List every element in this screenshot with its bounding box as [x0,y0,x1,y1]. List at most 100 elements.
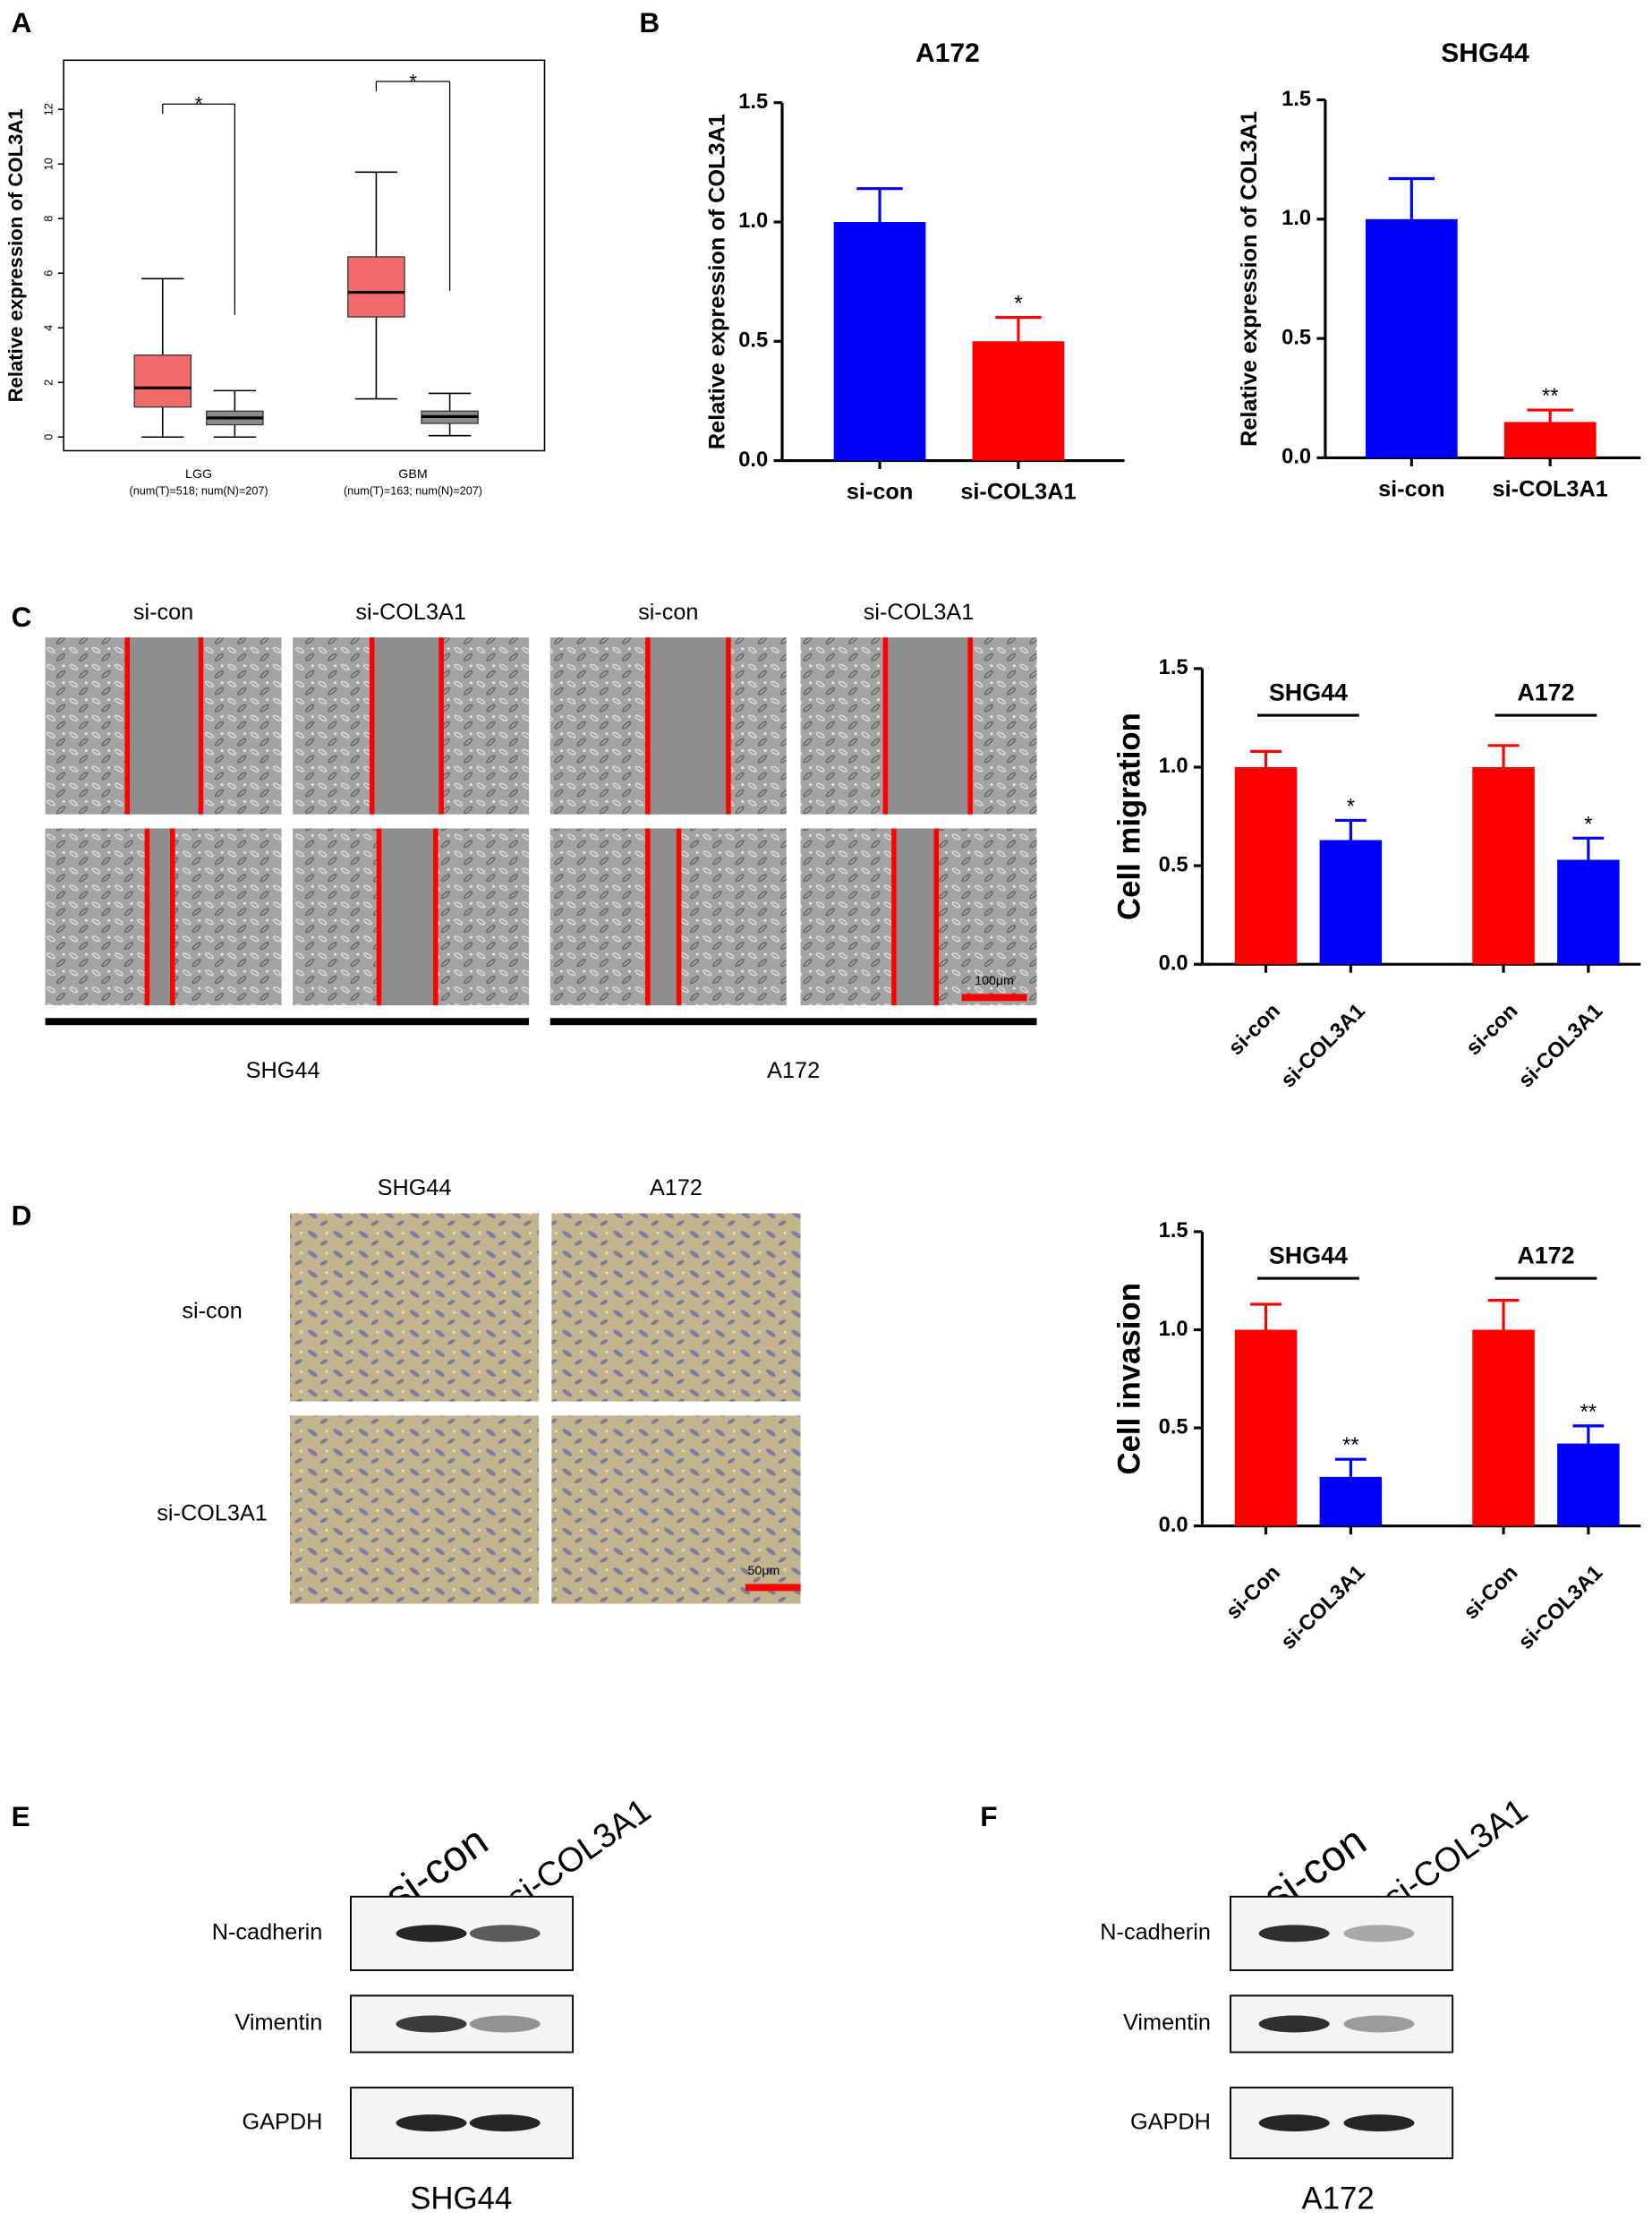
y-tick-label: 1.0 [1159,1318,1188,1341]
bar [1319,840,1383,965]
bar [1557,1443,1620,1526]
panel-label: D [12,1199,32,1231]
y-tick-label: 1.0 [1159,755,1188,778]
y-tick-label: 1.5 [1282,88,1311,111]
x-tick-label: LGG [185,467,212,482]
x-tick-label: si-COL3A1 [1277,999,1370,1092]
row-label: si-con [182,1299,242,1324]
box [133,354,192,408]
bar [833,221,926,461]
chart-title: A172 [915,38,980,68]
wound-gap [371,637,442,815]
column-label: A172 [650,1175,703,1200]
wound-gap [147,828,173,1006]
y-axis-label: Cell migration [1113,713,1147,920]
x-tick-label: si-con [1224,999,1285,1060]
significance: ** [1580,1401,1597,1424]
y-tick-label: 2 [43,380,55,386]
transwell-image [551,1415,801,1604]
band [1343,2114,1415,2132]
wound-gap [885,637,971,815]
x-tick-label: si-COL3A1 [1277,1561,1370,1654]
significance: * [1584,813,1592,836]
bar [1234,1329,1298,1526]
panel-label: A [12,6,32,38]
column-label: si-con [638,600,698,625]
band [1343,2015,1415,2033]
column-label: si-COL3A1 [864,600,975,625]
transwell-image [551,1213,801,1402]
y-tick-label: 0.0 [1159,1514,1188,1537]
bar [1472,1329,1535,1526]
significance: ** [1542,385,1558,408]
protein-label: N-cadherin [1100,1920,1211,1945]
y-tick-label: 10 [43,158,55,170]
transwell-image [289,1213,540,1402]
y-tick-label: 6 [43,270,55,277]
y-tick-label: 1.5 [1159,1219,1188,1242]
significance: * [1014,293,1022,316]
chart-title: SHG44 [1441,38,1529,68]
protein-label: Vimentin [1123,2011,1211,2036]
group-label: SHG44 [1269,679,1348,705]
y-tick-label: 4 [43,325,55,331]
cell-line-label: SHG44 [246,1058,320,1083]
column-label: SHG44 [378,1175,452,1200]
box [347,256,405,318]
x-tick-sublabel: (num(T)=163; num(N)=207) [344,485,482,498]
x-tick-label: si-con [1378,476,1444,501]
wound-gap [647,637,728,815]
x-tick-label: si-Con [1222,1561,1285,1625]
bar [1234,766,1298,965]
cell-line-label: SHG44 [410,2182,512,2216]
significance: ** [1342,1434,1358,1457]
group-bar [549,1018,1037,1026]
column-label: si-COL3A1 [355,600,466,625]
panel-label: E [12,1800,30,1832]
plot-frame [63,59,546,452]
y-tick-label: 0.0 [738,448,768,472]
y-axis-label: Cell invasion [1113,1283,1147,1474]
group-label: SHG44 [1269,1242,1348,1268]
band [1258,2114,1330,2132]
band [396,2114,467,2132]
band [1258,1925,1330,1942]
significance: * [195,93,203,115]
band [469,2114,541,2132]
y-tick-label: 12 [43,103,55,115]
protein-label: GAPDH [242,2109,322,2134]
wound-gap [379,828,436,1006]
wound-gap [893,828,937,1006]
x-tick-label: si-con [847,480,913,505]
bar [1319,1476,1383,1526]
bar [972,341,1065,461]
protein-label: Vimentin [235,2011,323,2036]
band [396,2015,467,2033]
scale-bar-label: 100μm [975,974,1014,988]
bar [1557,859,1620,965]
wound-gap [127,637,201,815]
transwell-image [289,1415,540,1604]
cell-line-label: A172 [767,1058,820,1083]
y-tick-label: 1.0 [1282,207,1311,230]
x-tick-label: GBM [398,467,427,482]
panel-label: F [980,1800,997,1832]
group-label: A172 [1517,1242,1574,1268]
column-label: si-con [133,600,193,625]
bar [1472,766,1535,965]
x-tick-label: si-COL3A1 [960,480,1076,505]
significance: * [1347,795,1355,818]
band [1258,2015,1330,2033]
y-tick-label: 0.5 [1159,853,1188,876]
y-tick-label: 0.0 [1282,446,1311,469]
x-tick-label: si-COL3A1 [1514,1561,1607,1654]
scale-bar-label: 50μm [748,1564,780,1578]
y-axis-label: Relative expression of COL3A1 [4,108,27,402]
x-tick-sublabel: (num(T)=518; num(N)=207) [130,485,268,498]
row-label: si-COL3A1 [157,1501,268,1526]
y-tick-label: 0.5 [738,329,768,353]
band [396,1925,467,1942]
cell-line-label: A172 [1302,2182,1375,2216]
